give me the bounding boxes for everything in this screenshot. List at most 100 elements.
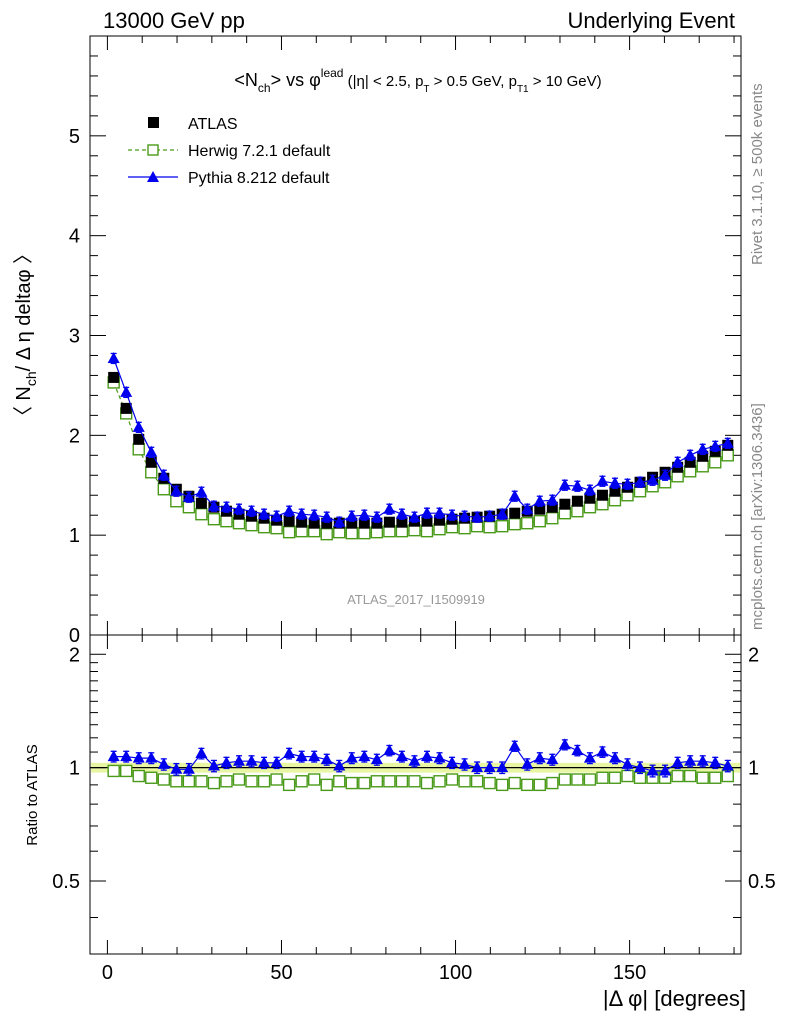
herwig-ratio-point <box>521 778 534 792</box>
series-layer <box>107 351 734 792</box>
herwig-main-point <box>320 527 333 541</box>
pythia-main-point <box>157 468 170 480</box>
herwig-ratio-point <box>495 778 509 792</box>
herwig-main-point <box>571 505 584 518</box>
main-y-tick-label: 1 <box>69 525 80 547</box>
x-tick-label: 100 <box>439 962 472 984</box>
x-tick-label: 0 <box>102 962 113 984</box>
herwig-ratio-point <box>257 775 271 788</box>
legend-entry-pythia: Pythia 8.212 default <box>128 170 330 187</box>
atlas-main-point <box>434 514 446 526</box>
pythia-ratio-point <box>496 761 509 773</box>
herwig-ratio-point <box>107 764 120 778</box>
pythia-main-point <box>220 500 233 512</box>
herwig-ratio-point <box>232 773 246 786</box>
atlas-main-point <box>571 495 583 507</box>
pythia-ratio-point <box>132 751 145 763</box>
ratio-y-tick-label-right: 0.5 <box>748 871 776 893</box>
herwig-main-point <box>182 501 196 514</box>
pythia-ratio-point <box>483 761 496 773</box>
pythia-ratio-point <box>621 757 634 769</box>
pythia-main-point <box>483 509 496 521</box>
atlas-main-point <box>133 433 145 445</box>
herwig-main-point <box>721 449 734 462</box>
pythia-ratio-point <box>232 754 245 766</box>
pythia-ratio-point <box>721 759 734 771</box>
herwig-ratio-point <box>182 775 196 788</box>
main-title: <Nch> vs φlead (|η| < 2.5, pT > 0.5 GeV,… <box>234 66 601 95</box>
atlas-main-point <box>534 503 546 515</box>
pythia-main-point <box>671 455 684 467</box>
herwig-ratio-point <box>170 775 183 788</box>
pythia-main-point <box>270 509 283 521</box>
pythia-main-point <box>170 484 183 496</box>
pythia-ratio-point <box>107 750 120 762</box>
herwig-ratio-point <box>483 776 496 790</box>
series-pythia-main <box>107 351 734 528</box>
herwig-main-point <box>282 525 296 539</box>
axis-ticks: 0 50 100 150 0 1 2 3 4 5 0.5 0.5 1 1 2 2 <box>52 36 776 984</box>
herwig-main-point <box>458 521 471 535</box>
herwig-ratio-point <box>709 771 722 784</box>
pythia-ratio-point <box>345 751 358 763</box>
main-y-tick-label: 0 <box>69 625 80 647</box>
atlas-main-point <box>308 517 320 529</box>
legend-marker-atlas <box>148 117 159 128</box>
atlas-main-point <box>596 489 608 501</box>
pythia-main-point <box>345 509 358 521</box>
herwig-ratio-point <box>583 773 597 786</box>
atlas-main-point <box>546 501 558 513</box>
herwig-ratio-point <box>683 769 697 783</box>
pythia-main-point <box>145 445 158 457</box>
pythia-main-point <box>446 508 459 520</box>
legend-label-pythia: Pythia 8.212 default <box>188 170 330 187</box>
herwig-ratio-point <box>245 775 258 788</box>
atlas-main-point <box>108 371 120 383</box>
ratio-y-tick-label-right: 2 <box>748 644 759 666</box>
atlas-main-point <box>120 402 132 414</box>
pythia-main-point <box>433 506 446 518</box>
pythia-ratio-point <box>245 754 258 766</box>
herwig-ratio-point <box>345 776 358 790</box>
pythia-ratio-point <box>558 738 571 750</box>
pythia-main-point <box>283 504 296 516</box>
atlas-main-point <box>509 507 521 519</box>
herwig-ratio-point <box>671 769 684 783</box>
pythia-ratio-point <box>220 756 233 768</box>
main-y-tick-label: 4 <box>69 226 80 248</box>
pythia-main-point <box>571 479 584 491</box>
pythia-ratio-point <box>358 750 371 762</box>
pythia-ratio-point <box>583 751 596 763</box>
herwig-ratio-point <box>558 773 572 786</box>
pythia-main-point <box>395 507 408 519</box>
pythia-main-point <box>596 474 609 486</box>
pythia-ratio-point <box>696 754 709 766</box>
main-ylabel: 〈 Nch/ Δ η deltaφ 〉 <box>13 244 39 426</box>
herwig-ratio-point <box>408 775 421 788</box>
x-axis-label: |Δ φ| [degrees] <box>603 986 746 1011</box>
pythia-ratio-point <box>120 750 133 762</box>
pythia-main-point <box>621 477 634 489</box>
herwig-ratio-point <box>270 773 283 786</box>
pythia-ratio-point <box>471 761 484 773</box>
pythia-ratio-point <box>270 756 283 768</box>
pythia-main-point <box>383 502 396 514</box>
pythia-ratio-point <box>295 750 308 762</box>
pythia-main-point <box>333 515 346 527</box>
pythia-main-point <box>496 507 509 519</box>
pythia-main-point <box>295 507 308 519</box>
legend-entry-atlas: ATLAS <box>148 116 238 133</box>
pythia-main-point <box>646 473 659 485</box>
herwig-ratio-point <box>395 775 409 788</box>
ratio-ylabel: Ratio to ATLAS <box>24 744 41 845</box>
herwig-main-point <box>207 512 221 526</box>
atlas-main-point <box>346 517 358 529</box>
herwig-ratio-point <box>157 773 171 786</box>
series-atlas-main <box>108 371 734 529</box>
pythia-main-point <box>508 489 521 501</box>
legend-label-atlas: ATLAS <box>188 116 238 133</box>
pythia-ratio-point <box>659 764 672 776</box>
main-y-tick-label: 3 <box>69 326 80 348</box>
herwig-ratio-point <box>508 776 521 790</box>
